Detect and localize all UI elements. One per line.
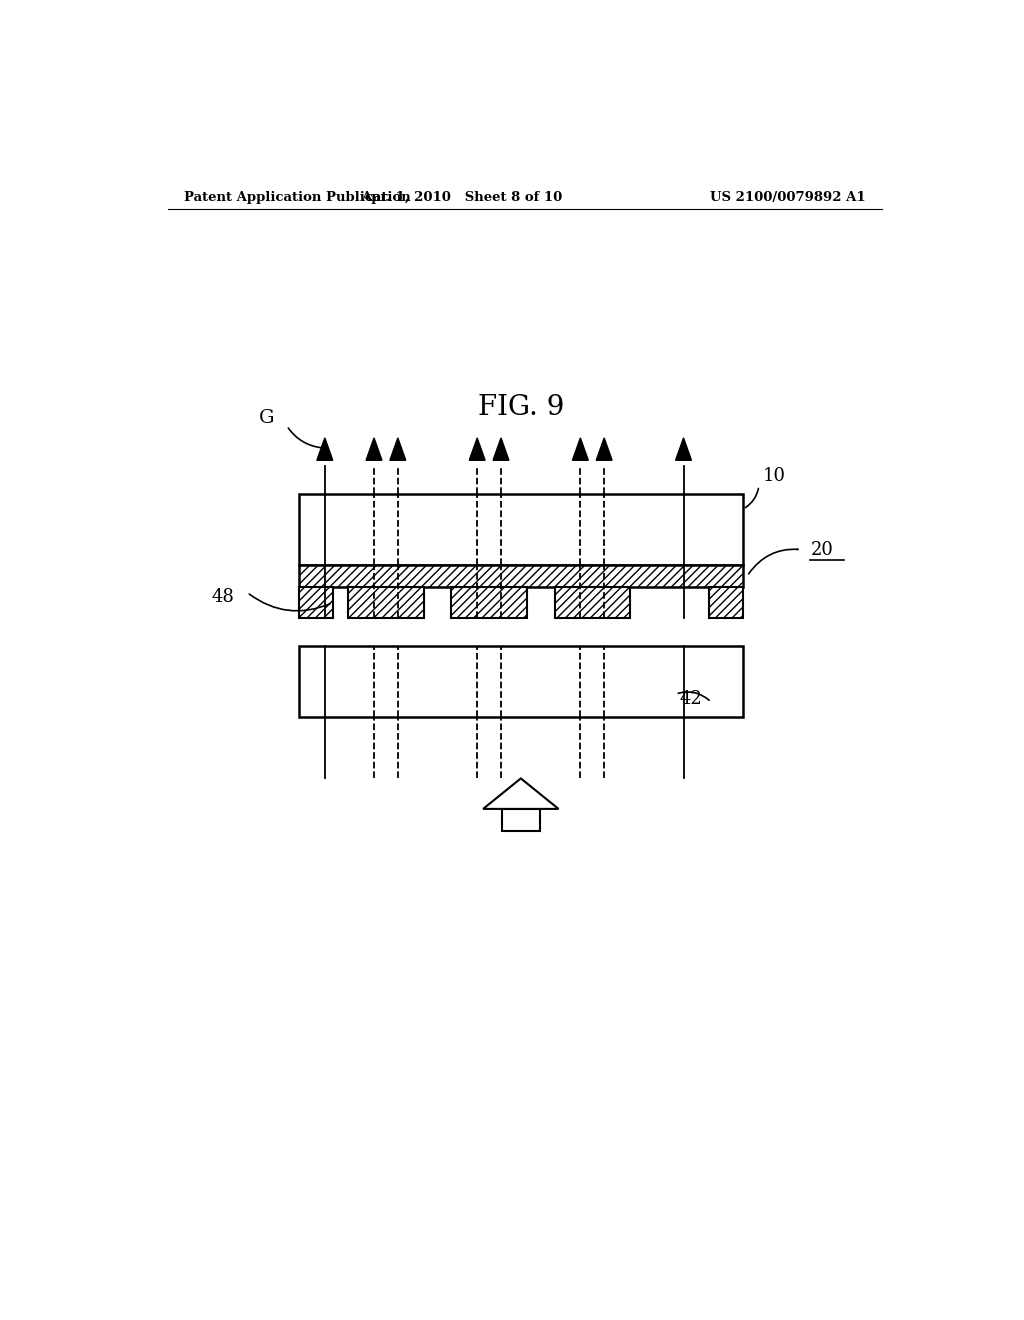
- Polygon shape: [596, 438, 612, 461]
- Polygon shape: [494, 438, 509, 461]
- Bar: [299, 565, 743, 587]
- Text: 10: 10: [763, 466, 785, 484]
- Polygon shape: [676, 438, 691, 461]
- Bar: [299, 587, 333, 618]
- Polygon shape: [390, 438, 406, 461]
- Polygon shape: [469, 438, 485, 461]
- Text: Patent Application Publication: Patent Application Publication: [183, 190, 411, 203]
- Text: Hd: Hd: [508, 812, 534, 829]
- Text: G: G: [259, 409, 274, 426]
- Text: 48: 48: [212, 589, 234, 606]
- Polygon shape: [572, 438, 588, 461]
- Text: US 2100/0079892 A1: US 2100/0079892 A1: [711, 190, 866, 203]
- FancyArrowPatch shape: [749, 549, 798, 574]
- Polygon shape: [367, 438, 382, 461]
- Bar: [709, 587, 743, 618]
- Bar: [299, 565, 743, 587]
- Bar: [452, 587, 526, 618]
- Text: 20: 20: [811, 541, 834, 558]
- Text: FIG. 9: FIG. 9: [477, 393, 564, 421]
- FancyArrowPatch shape: [745, 488, 759, 508]
- Bar: [348, 587, 424, 618]
- Polygon shape: [483, 779, 558, 809]
- FancyArrowPatch shape: [289, 428, 322, 447]
- Polygon shape: [316, 438, 333, 461]
- Text: Apr. 1, 2010   Sheet 8 of 10: Apr. 1, 2010 Sheet 8 of 10: [360, 190, 562, 203]
- Bar: [299, 494, 743, 565]
- Bar: [555, 587, 630, 618]
- FancyArrowPatch shape: [678, 692, 710, 701]
- Text: 42: 42: [680, 690, 702, 708]
- FancyArrowPatch shape: [249, 594, 330, 611]
- Bar: [299, 647, 743, 718]
- Bar: [502, 809, 540, 832]
